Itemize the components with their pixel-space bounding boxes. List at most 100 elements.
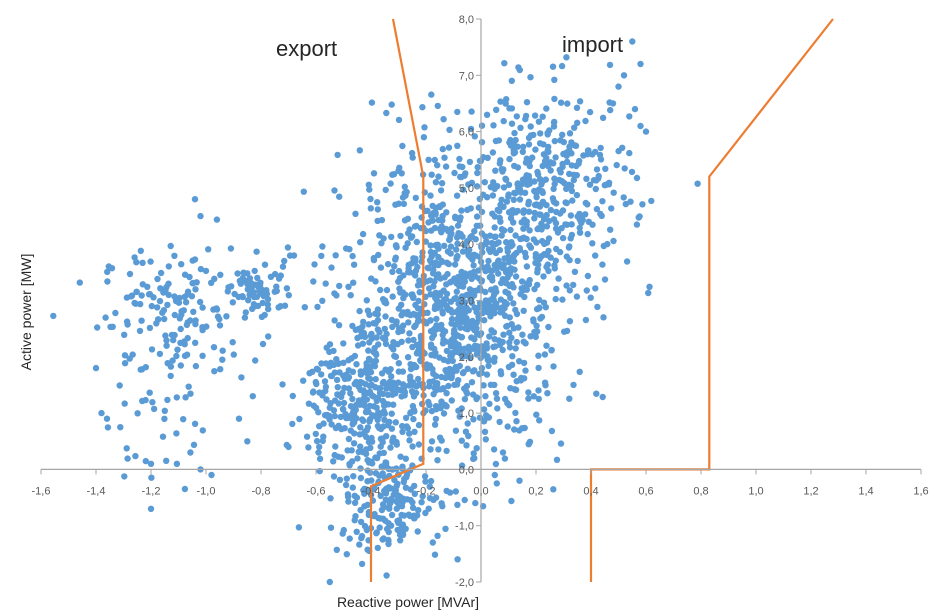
data-point xyxy=(469,368,477,375)
data-point xyxy=(267,273,275,280)
data-point xyxy=(357,371,365,378)
data-point xyxy=(502,288,509,295)
data-point xyxy=(522,159,530,166)
data-point xyxy=(492,137,500,145)
data-point xyxy=(422,478,429,485)
data-point xyxy=(395,167,402,174)
data-point xyxy=(626,149,633,157)
data-point xyxy=(275,304,282,311)
data-point xyxy=(412,194,419,202)
data-point xyxy=(283,285,291,292)
data-point xyxy=(167,242,174,250)
data-point xyxy=(473,183,481,190)
data-point xyxy=(191,256,199,263)
data-point xyxy=(436,203,444,211)
data-point xyxy=(515,324,522,331)
data-point xyxy=(550,119,558,126)
data-point xyxy=(199,326,206,334)
data-point xyxy=(427,446,434,453)
data-point xyxy=(432,349,439,356)
data-point xyxy=(364,478,371,485)
data-point xyxy=(507,265,515,272)
data-point xyxy=(428,344,435,351)
data-point xyxy=(451,169,458,177)
data-point xyxy=(488,239,496,247)
data-point xyxy=(377,492,384,500)
data-point xyxy=(441,296,448,303)
data-point xyxy=(496,246,504,254)
data-point xyxy=(411,482,418,490)
data-point xyxy=(468,295,475,302)
data-point xyxy=(453,192,461,199)
data-point xyxy=(512,232,519,239)
data-point xyxy=(435,446,442,453)
x-tick-label: -0,4 xyxy=(362,485,381,497)
data-point xyxy=(369,358,376,365)
data-point xyxy=(633,221,641,228)
data-point xyxy=(342,481,350,489)
data-point xyxy=(478,139,486,146)
data-point xyxy=(356,541,363,548)
data-point xyxy=(248,284,255,291)
data-point xyxy=(506,344,514,351)
data-point xyxy=(532,146,539,153)
data-point xyxy=(471,133,478,140)
data-point xyxy=(397,537,404,544)
data-point xyxy=(228,283,235,290)
data-point xyxy=(462,319,469,327)
data-point xyxy=(340,399,348,407)
data-point xyxy=(507,294,514,302)
data-point xyxy=(160,289,167,296)
data-point xyxy=(365,181,372,188)
data-point xyxy=(400,294,407,302)
data-point xyxy=(181,271,189,278)
data-point xyxy=(462,170,469,177)
data-point xyxy=(551,95,558,103)
data-point xyxy=(390,346,397,353)
data-point xyxy=(393,505,400,512)
x-tick-label: 0,2 xyxy=(528,485,543,497)
data-point xyxy=(533,239,540,246)
data-point xyxy=(471,455,478,462)
data-point xyxy=(133,288,140,295)
data-point xyxy=(380,449,387,457)
data-point xyxy=(542,176,549,183)
data-point xyxy=(354,455,361,462)
data-point xyxy=(516,245,523,252)
data-point xyxy=(259,299,266,307)
data-point xyxy=(551,180,558,188)
data-point xyxy=(400,478,407,486)
data-point xyxy=(328,264,335,271)
data-point xyxy=(407,409,414,416)
data-point xyxy=(484,266,491,274)
data-point xyxy=(333,376,341,384)
data-point xyxy=(92,364,100,372)
data-point xyxy=(550,160,557,167)
data-point xyxy=(117,424,124,431)
data-point xyxy=(208,471,215,479)
data-point xyxy=(519,176,527,183)
data-point xyxy=(350,261,358,268)
data-point xyxy=(519,331,526,338)
data-point xyxy=(164,396,171,404)
data-point xyxy=(583,175,590,182)
data-point xyxy=(391,476,398,484)
data-point xyxy=(439,212,446,220)
data-point xyxy=(629,38,636,45)
data-point xyxy=(496,208,503,215)
data-point xyxy=(192,339,199,346)
data-point xyxy=(345,283,352,290)
data-point xyxy=(567,212,575,219)
x-axis-title: Reactive power [MVAr] xyxy=(337,594,479,610)
data-point xyxy=(509,353,516,360)
data-point xyxy=(545,323,552,331)
data-point xyxy=(531,285,538,293)
data-point xyxy=(191,196,199,203)
data-point xyxy=(631,105,639,113)
data-point xyxy=(563,221,571,228)
data-point xyxy=(527,333,534,340)
data-point xyxy=(405,337,412,344)
data-point xyxy=(245,297,252,304)
data-point xyxy=(332,424,340,432)
data-point xyxy=(508,105,516,112)
